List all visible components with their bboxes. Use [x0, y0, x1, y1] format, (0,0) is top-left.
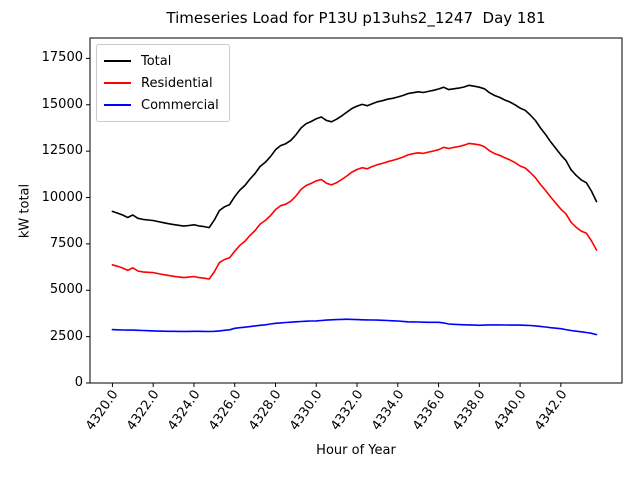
y-tick-label: 0 [74, 375, 83, 390]
y-axis-label: kW total [17, 183, 33, 239]
legend-item-total: Total [104, 50, 219, 72]
residential-line-swatch [104, 82, 131, 84]
legend-label: Total [141, 53, 172, 69]
y-tick-label: 15000 [41, 96, 83, 112]
residential-line [111, 142, 598, 280]
total-line-swatch [104, 60, 131, 62]
y-tick-label: 2500 [49, 328, 83, 344]
total-line [111, 84, 598, 229]
axes-frame [89, 37, 623, 384]
y-tick-label: 7500 [49, 235, 83, 251]
legend-item-commercial: Commercial [104, 94, 219, 116]
legend: Total Residential Commercial [96, 44, 230, 122]
chart-title: Timeseries Load for P13U p13uhs2_1247 Da… [166, 9, 546, 27]
legend-label: Commercial [141, 97, 219, 113]
x-axis-label: Hour of Year [316, 443, 396, 458]
y-tick-label: 12500 [41, 143, 83, 159]
y-tick-label: 17500 [41, 50, 83, 66]
commercial-line [111, 318, 598, 336]
y-tick-label: 5000 [49, 282, 83, 298]
legend-label: Residential [141, 75, 213, 91]
y-tick-label: 10000 [41, 189, 83, 205]
commercial-line-swatch [104, 104, 131, 106]
legend-item-residential: Residential [104, 72, 219, 94]
